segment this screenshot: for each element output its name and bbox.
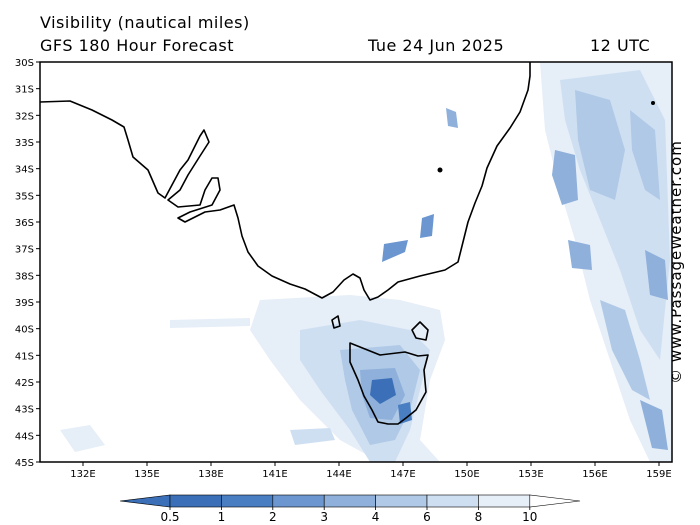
lon-label: 159E — [646, 469, 671, 480]
legend-arrow-high — [529, 494, 581, 508]
lon-label: 141E — [262, 469, 287, 480]
lat-label: 31S — [15, 85, 34, 96]
lat-label: 30S — [15, 58, 34, 69]
latitude-axis: 30S 31S 32S 33S 34S 35S 36S 37S 38S 39S 40S 41S 42S 4… — [15, 58, 40, 469]
coastline — [39, 62, 531, 425]
longitude-axis: 132E 135E 138E 141E 144E 147E 150E 153E 156E 159E — [70, 462, 672, 480]
lon-label: 150E — [454, 469, 479, 480]
visibility-shading — [60, 62, 672, 462]
lat-label: 43S — [15, 405, 34, 416]
lat-label: 40S — [15, 325, 34, 336]
legend-label: 3 — [320, 510, 328, 524]
lat-label: 38S — [15, 271, 34, 282]
map-title: Visibility (nautical miles) — [40, 13, 250, 32]
legend-label: 0.5 — [160, 510, 179, 524]
lat-label: 39S — [15, 298, 34, 309]
legend-swatch — [323, 494, 376, 508]
lat-label: 37S — [15, 245, 34, 256]
legend-swatch — [169, 494, 222, 508]
legend-label: 1 — [218, 510, 226, 524]
lat-label: 35S — [15, 191, 34, 202]
legend-swatch — [426, 494, 479, 508]
legend-label: 8 — [475, 510, 483, 524]
lat-label: 33S — [15, 138, 34, 149]
lon-label: 144E — [326, 469, 351, 480]
lon-label: 147E — [390, 469, 415, 480]
legend-label: 4 — [372, 510, 380, 524]
lat-label: 36S — [15, 218, 34, 229]
visibility-legend: 0.5 1 2 3 4 6 8 10 — [119, 494, 581, 524]
lat-label: 44S — [15, 431, 34, 442]
forecast-date: Tue 24 Jun 2025 — [368, 36, 505, 55]
lat-label: 41S — [15, 351, 34, 362]
lon-label: 135E — [134, 469, 159, 480]
legend-swatch — [272, 494, 325, 508]
lon-label: 138E — [198, 469, 223, 480]
forecast-time: 12 UTC — [590, 36, 651, 55]
lat-label: 34S — [15, 165, 34, 176]
lat-label: 45S — [15, 458, 34, 469]
legend-swatch — [478, 494, 531, 508]
lon-label: 132E — [70, 469, 95, 480]
lon-label: 156E — [582, 469, 607, 480]
legend-swatch — [221, 494, 274, 508]
legend-swatch — [375, 494, 428, 508]
lon-label: 153E — [518, 469, 543, 480]
lat-label: 32S — [15, 111, 34, 122]
legend-arrow-low — [119, 494, 171, 508]
lat-label: 42S — [15, 378, 34, 389]
legend-label: 10 — [522, 510, 537, 524]
legend-label: 2 — [269, 510, 277, 524]
legend-label: 6 — [423, 510, 431, 524]
map-frame — [39, 61, 673, 463]
forecast-subtitle: GFS 180 Hour Forecast — [40, 36, 235, 55]
